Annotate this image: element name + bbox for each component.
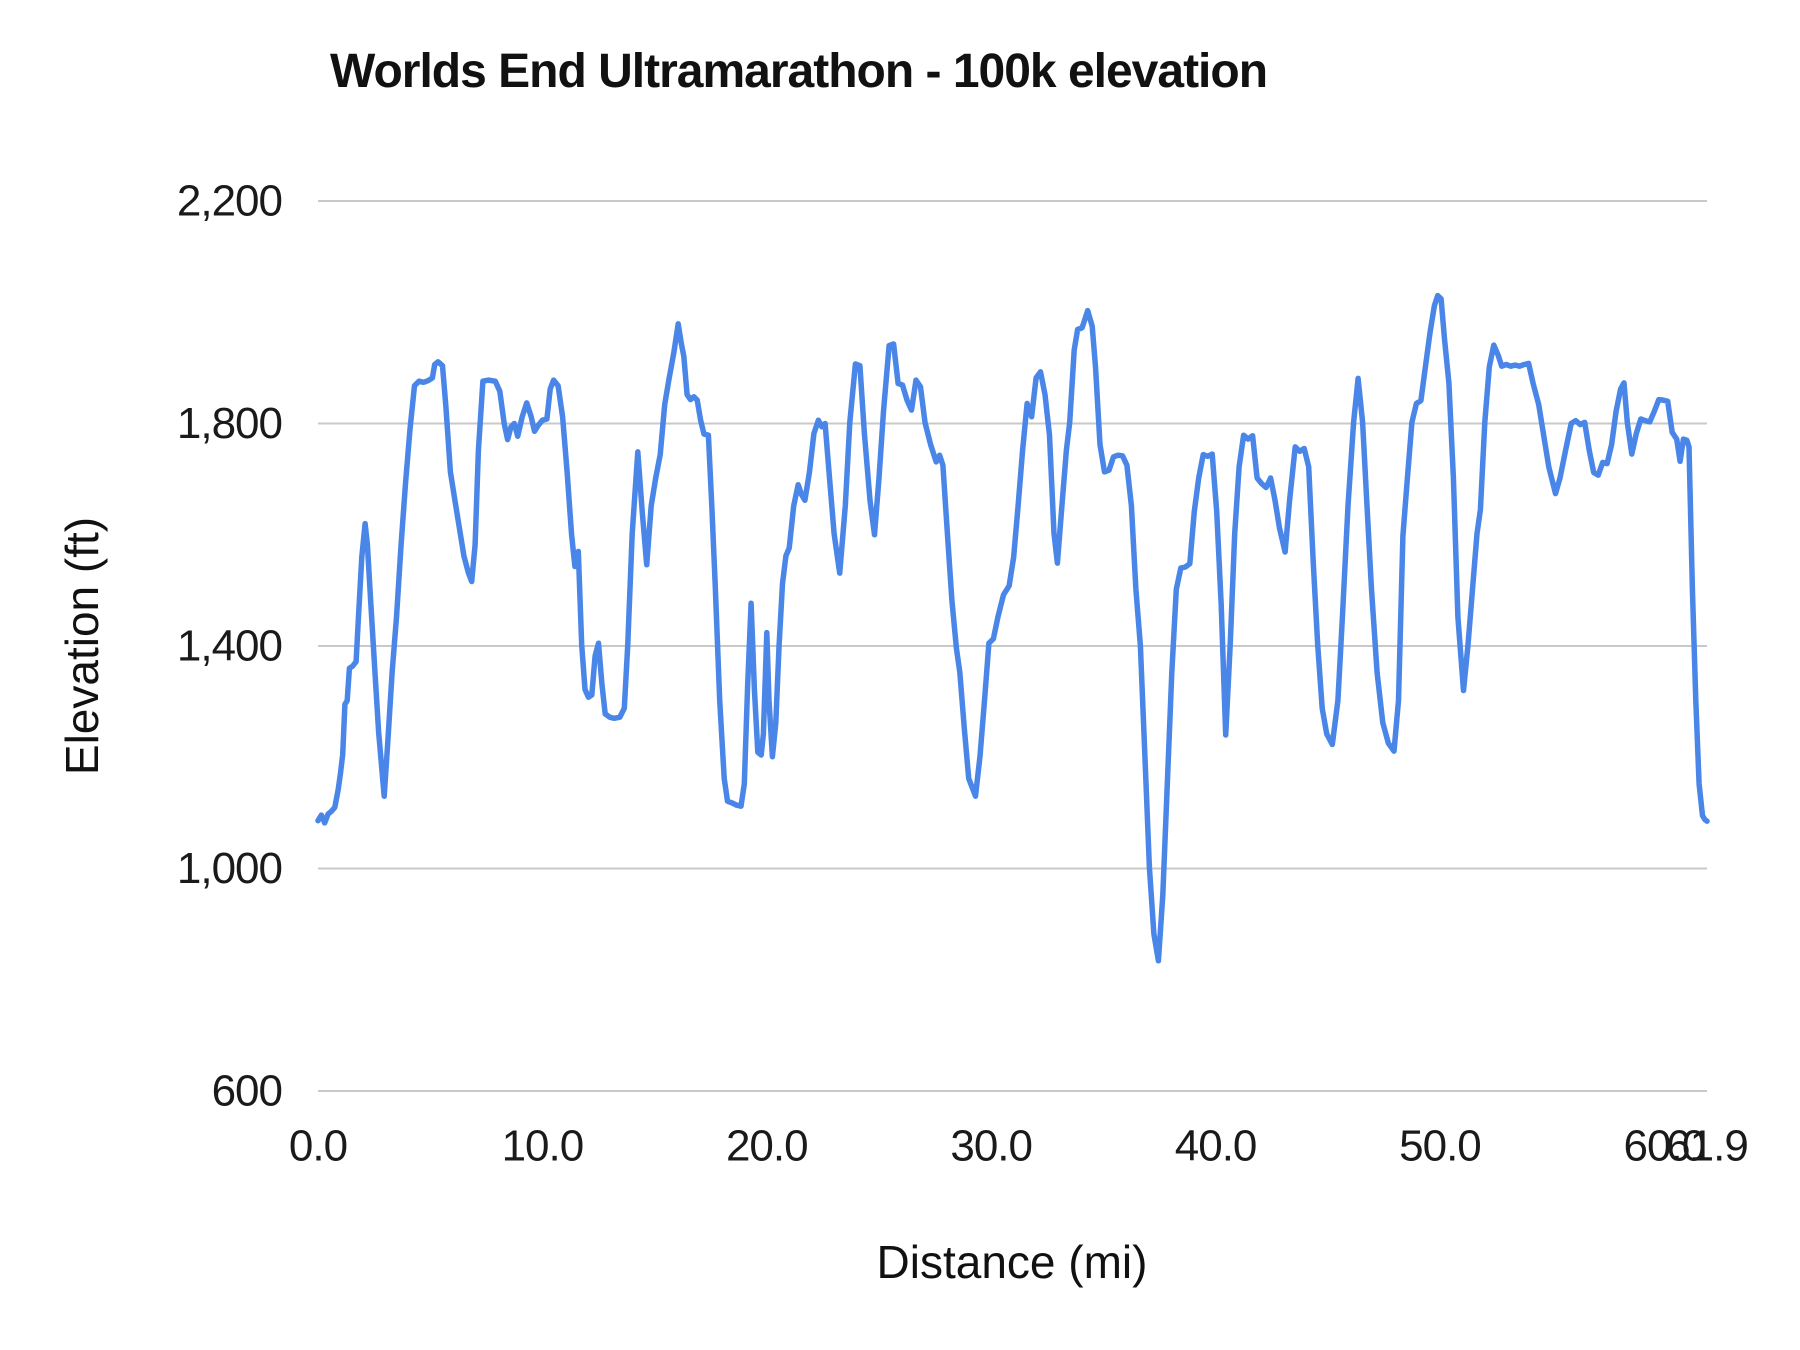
x-tick-label: 30.0 <box>950 1122 1032 1171</box>
y-tick-label: 2,200 <box>177 177 282 226</box>
x-tick-label: 50.0 <box>1399 1122 1481 1171</box>
x-tick-label: 60.0 <box>1624 1122 1706 1171</box>
x-tick-label: 40.0 <box>1175 1122 1257 1171</box>
y-tick-label: 1,800 <box>177 399 282 448</box>
y-tick-label: 1,000 <box>177 844 282 893</box>
x-axis-title: Distance (mi) <box>876 1236 1148 1288</box>
chart-title: Worlds End Ultramarathon - 100k elevatio… <box>330 45 1268 98</box>
x-tick-label: 10.0 <box>502 1122 584 1171</box>
x-tick-label: 61.9 <box>1666 1122 1748 1171</box>
elevation-profile-line <box>315 292 1710 964</box>
x-tick-label: 0.0 <box>289 1122 347 1171</box>
y-tick-label: 1,400 <box>177 622 282 671</box>
x-tick-label: 20.0 <box>726 1122 808 1171</box>
y-tick-label: 600 <box>212 1067 282 1116</box>
